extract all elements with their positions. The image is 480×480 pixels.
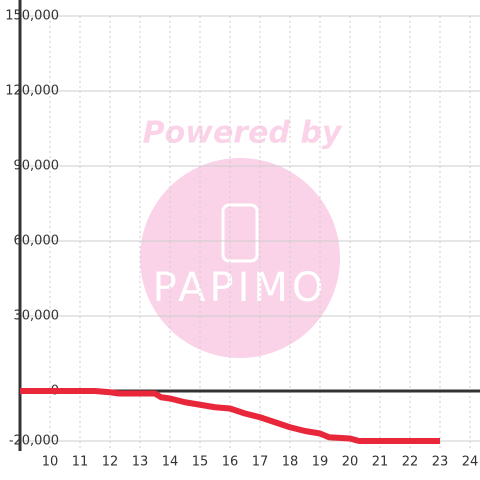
y-tick-label: 120,000 xyxy=(5,84,59,99)
x-tick-label: 22 xyxy=(402,455,419,470)
x-tick-label: 24 xyxy=(462,455,479,470)
y-tick-label: 60,000 xyxy=(14,234,60,249)
data-line xyxy=(20,388,440,444)
watermark-icon xyxy=(221,203,259,263)
x-tick-label: 18 xyxy=(282,455,299,470)
x-tick-label: 16 xyxy=(222,455,239,470)
y-tick-label: 30,000 xyxy=(14,309,60,324)
x-tick-label: 11 xyxy=(72,455,89,470)
watermark-logo: PAPIMO xyxy=(153,265,328,311)
x-tick-label: 17 xyxy=(252,455,269,470)
x-tick-label: 13 xyxy=(132,455,149,470)
x-tick-label: 10 xyxy=(42,455,59,470)
y-tick-label: -20,000 xyxy=(9,434,59,449)
x-tick-label: 21 xyxy=(372,455,389,470)
x-tick-label: 12 xyxy=(102,455,119,470)
x-tick-label: 15 xyxy=(192,455,209,470)
x-tick-label: 23 xyxy=(432,455,449,470)
watermark-text: Powered by xyxy=(143,116,343,151)
x-tick-label: 20 xyxy=(342,455,359,470)
x-tick-label: 14 xyxy=(162,455,179,470)
x-tick-label: 19 xyxy=(312,455,329,470)
y-tick-label: 90,000 xyxy=(14,159,60,174)
y-tick-label: 150,000 xyxy=(5,9,59,24)
